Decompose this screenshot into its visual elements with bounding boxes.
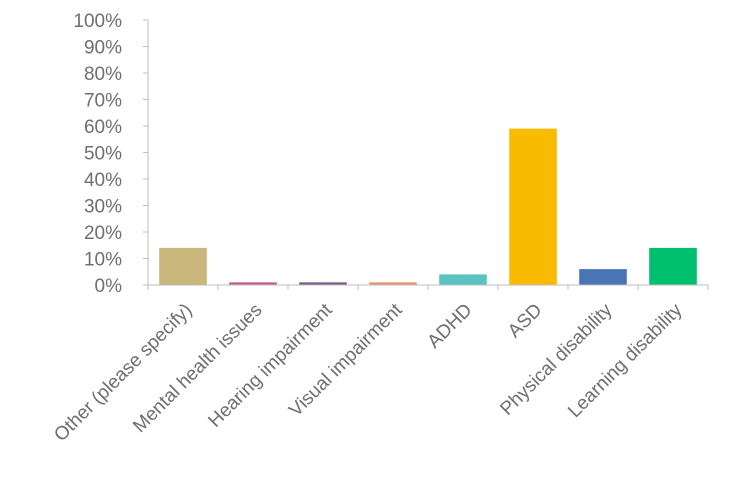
y-tick-label: 0%	[95, 276, 123, 297]
x-category-label: ASD	[504, 300, 546, 342]
x-category-label: ADHD	[424, 300, 477, 353]
y-tick-label: 40%	[84, 170, 122, 191]
bars	[159, 128, 697, 285]
y-tick-label: 30%	[84, 197, 122, 218]
y-tick-label: 100%	[73, 11, 122, 32]
y-tick-label: 90%	[84, 38, 122, 59]
x-category-label: Other (please specify)	[50, 300, 196, 446]
bar-1	[229, 282, 277, 285]
bar-7	[649, 247, 697, 285]
y-tick-label: 80%	[84, 64, 122, 85]
y-axis: 0% 10% 20% 30% 40% 50% 60% 70% 80% 90% 100%	[73, 11, 149, 297]
x-category-label: Hearing impairment	[204, 299, 337, 432]
x-category-label: Mental health issues	[129, 300, 266, 437]
y-tick-label: 60%	[84, 117, 122, 138]
bar-6	[579, 269, 627, 285]
y-tick-label: 20%	[84, 223, 122, 244]
bar-2	[299, 282, 347, 285]
y-tick-label: 10%	[84, 250, 122, 271]
bar-0	[159, 247, 207, 285]
x-axis: Other (please specify)Mental health issu…	[50, 284, 709, 446]
y-tick-label: 50%	[84, 144, 122, 165]
bar-5	[509, 128, 557, 285]
bar-3	[369, 282, 417, 285]
bar-4	[439, 274, 487, 285]
y-tick-label: 70%	[84, 91, 122, 112]
